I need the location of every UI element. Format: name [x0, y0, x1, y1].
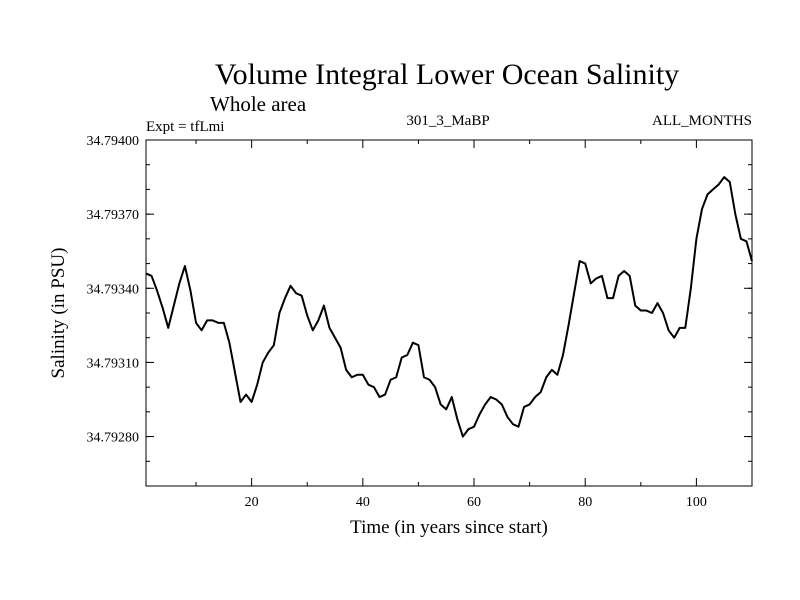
- y-axis-label: Salinity (in PSU): [48, 248, 69, 379]
- run-label: 301_3_MaBP: [406, 113, 489, 129]
- x-tick-label: 100: [686, 495, 707, 510]
- y-tick-label: 34.79370: [87, 208, 140, 223]
- expt-label: Expt = tfLmi: [146, 119, 224, 135]
- x-tick-label: 60: [467, 495, 481, 510]
- months-label: ALL_MONTHS: [652, 113, 752, 129]
- y-tick-label: 34.79400: [87, 134, 140, 149]
- y-tick-label: 34.79310: [87, 356, 140, 371]
- x-tick-label: 20: [245, 495, 259, 510]
- y-axis: 34.79280 34.79310 34.79340 34.79370 34.79400: [87, 134, 752, 487]
- y-tick-label: 34.79340: [87, 282, 140, 297]
- chart-title: Volume Integral Lower Ocean Salinity: [215, 58, 679, 91]
- plot-frame: [145, 139, 753, 487]
- x-axis-label: Time (in years since start): [350, 517, 548, 538]
- x-tick-label: 80: [578, 495, 592, 510]
- y-tick-label: 34.79280: [87, 431, 140, 446]
- chart-subtitle: Whole area: [210, 92, 307, 116]
- x-tick-label: 40: [356, 495, 370, 510]
- salinity-series-line: [145, 176, 753, 438]
- x-axis: 20 40 60 80 100: [195, 140, 753, 510]
